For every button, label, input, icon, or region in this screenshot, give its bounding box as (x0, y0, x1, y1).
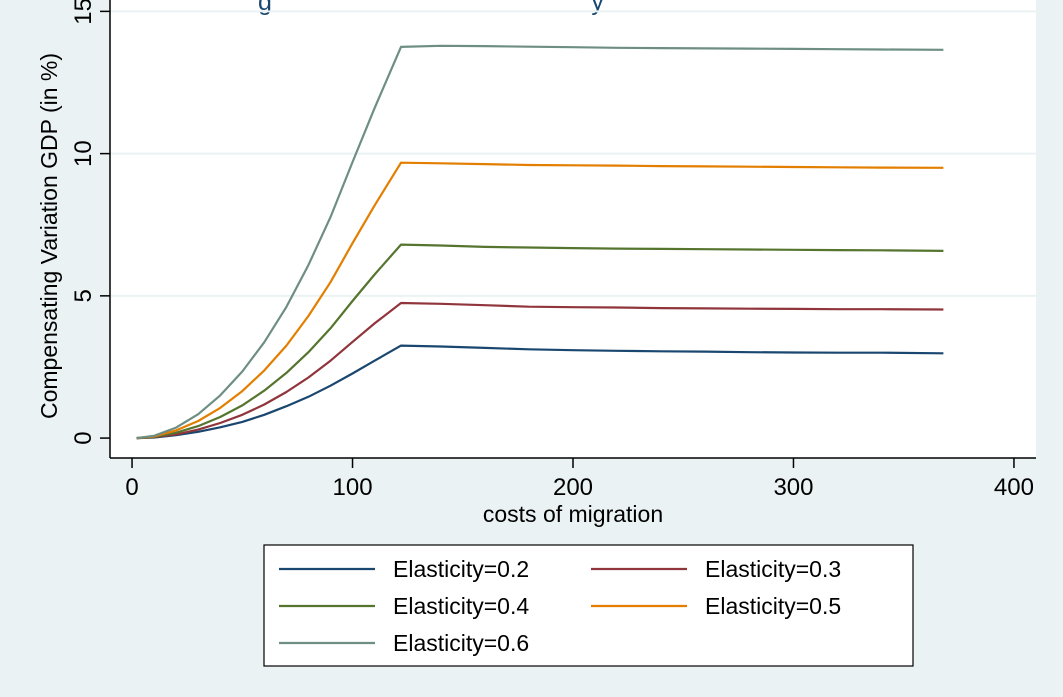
legend-label: Elasticity=0.5 (705, 593, 841, 619)
y-tick-label: 10 (70, 140, 97, 167)
x-tick-label: 300 (773, 474, 813, 501)
x-tick-label: 0 (125, 474, 138, 501)
legend-label: Elasticity=0.2 (393, 556, 529, 582)
series-line-1 (136, 344, 944, 440)
y-tick-label: 5 (70, 289, 97, 302)
x-tick-label: 200 (553, 474, 593, 501)
y-axis-title: Compensating Variation GDP (in %) (36, 53, 62, 419)
series-line-5 (136, 44, 944, 440)
x-axis-title: costs of migration (483, 501, 663, 527)
legend-label: Elasticity=0.4 (393, 593, 529, 619)
legend-label: Elasticity=0.6 (393, 630, 529, 656)
x-tick-label: 100 (333, 474, 373, 501)
x-tick-label: 400 (994, 474, 1034, 501)
gridlines (110, 10, 1036, 297)
axis-ticks: 0 5 10 15 0 100 200 300 400 (70, 0, 1034, 501)
y-tick-label: 15 (70, 0, 97, 25)
legend-label: Elasticity=0.3 (705, 556, 841, 582)
series-line-3 (136, 243, 944, 440)
series-line-2 (136, 301, 944, 440)
legend: Elasticity=0.2 Elasticity=0.3 Elasticity=0… (263, 544, 914, 667)
chart-title: g y (258, 0, 604, 16)
legend-items: Elasticity=0.2 Elasticity=0.3 Elasticity=0… (279, 556, 841, 656)
y-tick-label: 0 (70, 431, 97, 444)
plot-area (110, 0, 1036, 458)
series-line-4 (136, 161, 944, 440)
series-lines (136, 44, 944, 440)
